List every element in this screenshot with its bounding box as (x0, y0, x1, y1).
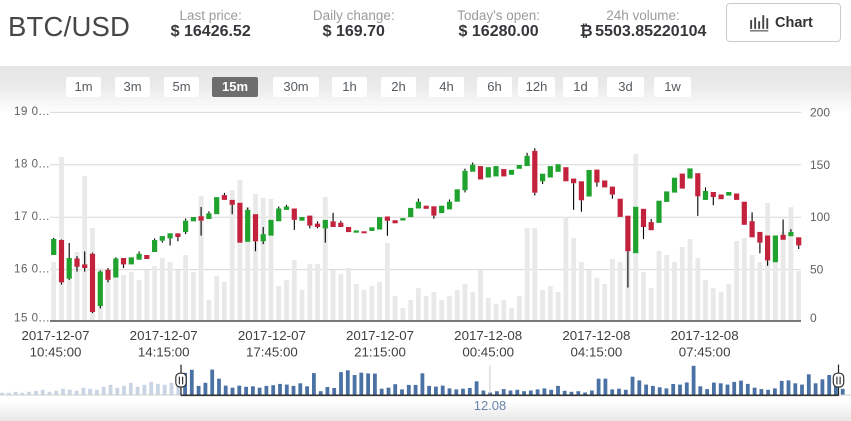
svg-text:16 0...: 16 0... (14, 263, 50, 275)
svg-text:17 0...: 17 0... (14, 211, 50, 223)
svg-text:100: 100 (810, 210, 830, 224)
svg-text:17:45:00: 17:45:00 (246, 344, 298, 359)
svg-text:14:15:00: 14:15:00 (138, 344, 190, 359)
svg-text:00:45:00: 00:45:00 (462, 344, 514, 359)
svg-text:15 0...: 15 0... (14, 312, 50, 324)
svg-text:10:45:00: 10:45:00 (30, 344, 82, 359)
svg-text:0: 0 (810, 311, 817, 325)
svg-text:50: 50 (810, 263, 824, 277)
svg-text:2017-12-07: 2017-12-07 (346, 328, 414, 343)
svg-text:150: 150 (810, 158, 830, 172)
svg-text:2017-12-07: 2017-12-07 (21, 328, 89, 343)
svg-text:19 0...: 19 0... (14, 106, 50, 118)
svg-text:200: 200 (810, 105, 830, 119)
svg-text:04:15:00: 04:15:00 (571, 344, 623, 359)
svg-text:07:45:00: 07:45:00 (679, 344, 731, 359)
svg-text:2017-12-07: 2017-12-07 (130, 328, 198, 343)
svg-text:2017-12-07: 2017-12-07 (238, 328, 306, 343)
svg-text:21:15:00: 21:15:00 (354, 344, 406, 359)
svg-text:2017-12-08: 2017-12-08 (562, 328, 630, 343)
svg-text:2017-12-08: 2017-12-08 (671, 328, 739, 343)
svg-text:18 0...: 18 0... (14, 159, 50, 171)
svg-text:2017-12-08: 2017-12-08 (454, 328, 522, 343)
svg-text:12.08: 12.08 (474, 398, 507, 413)
